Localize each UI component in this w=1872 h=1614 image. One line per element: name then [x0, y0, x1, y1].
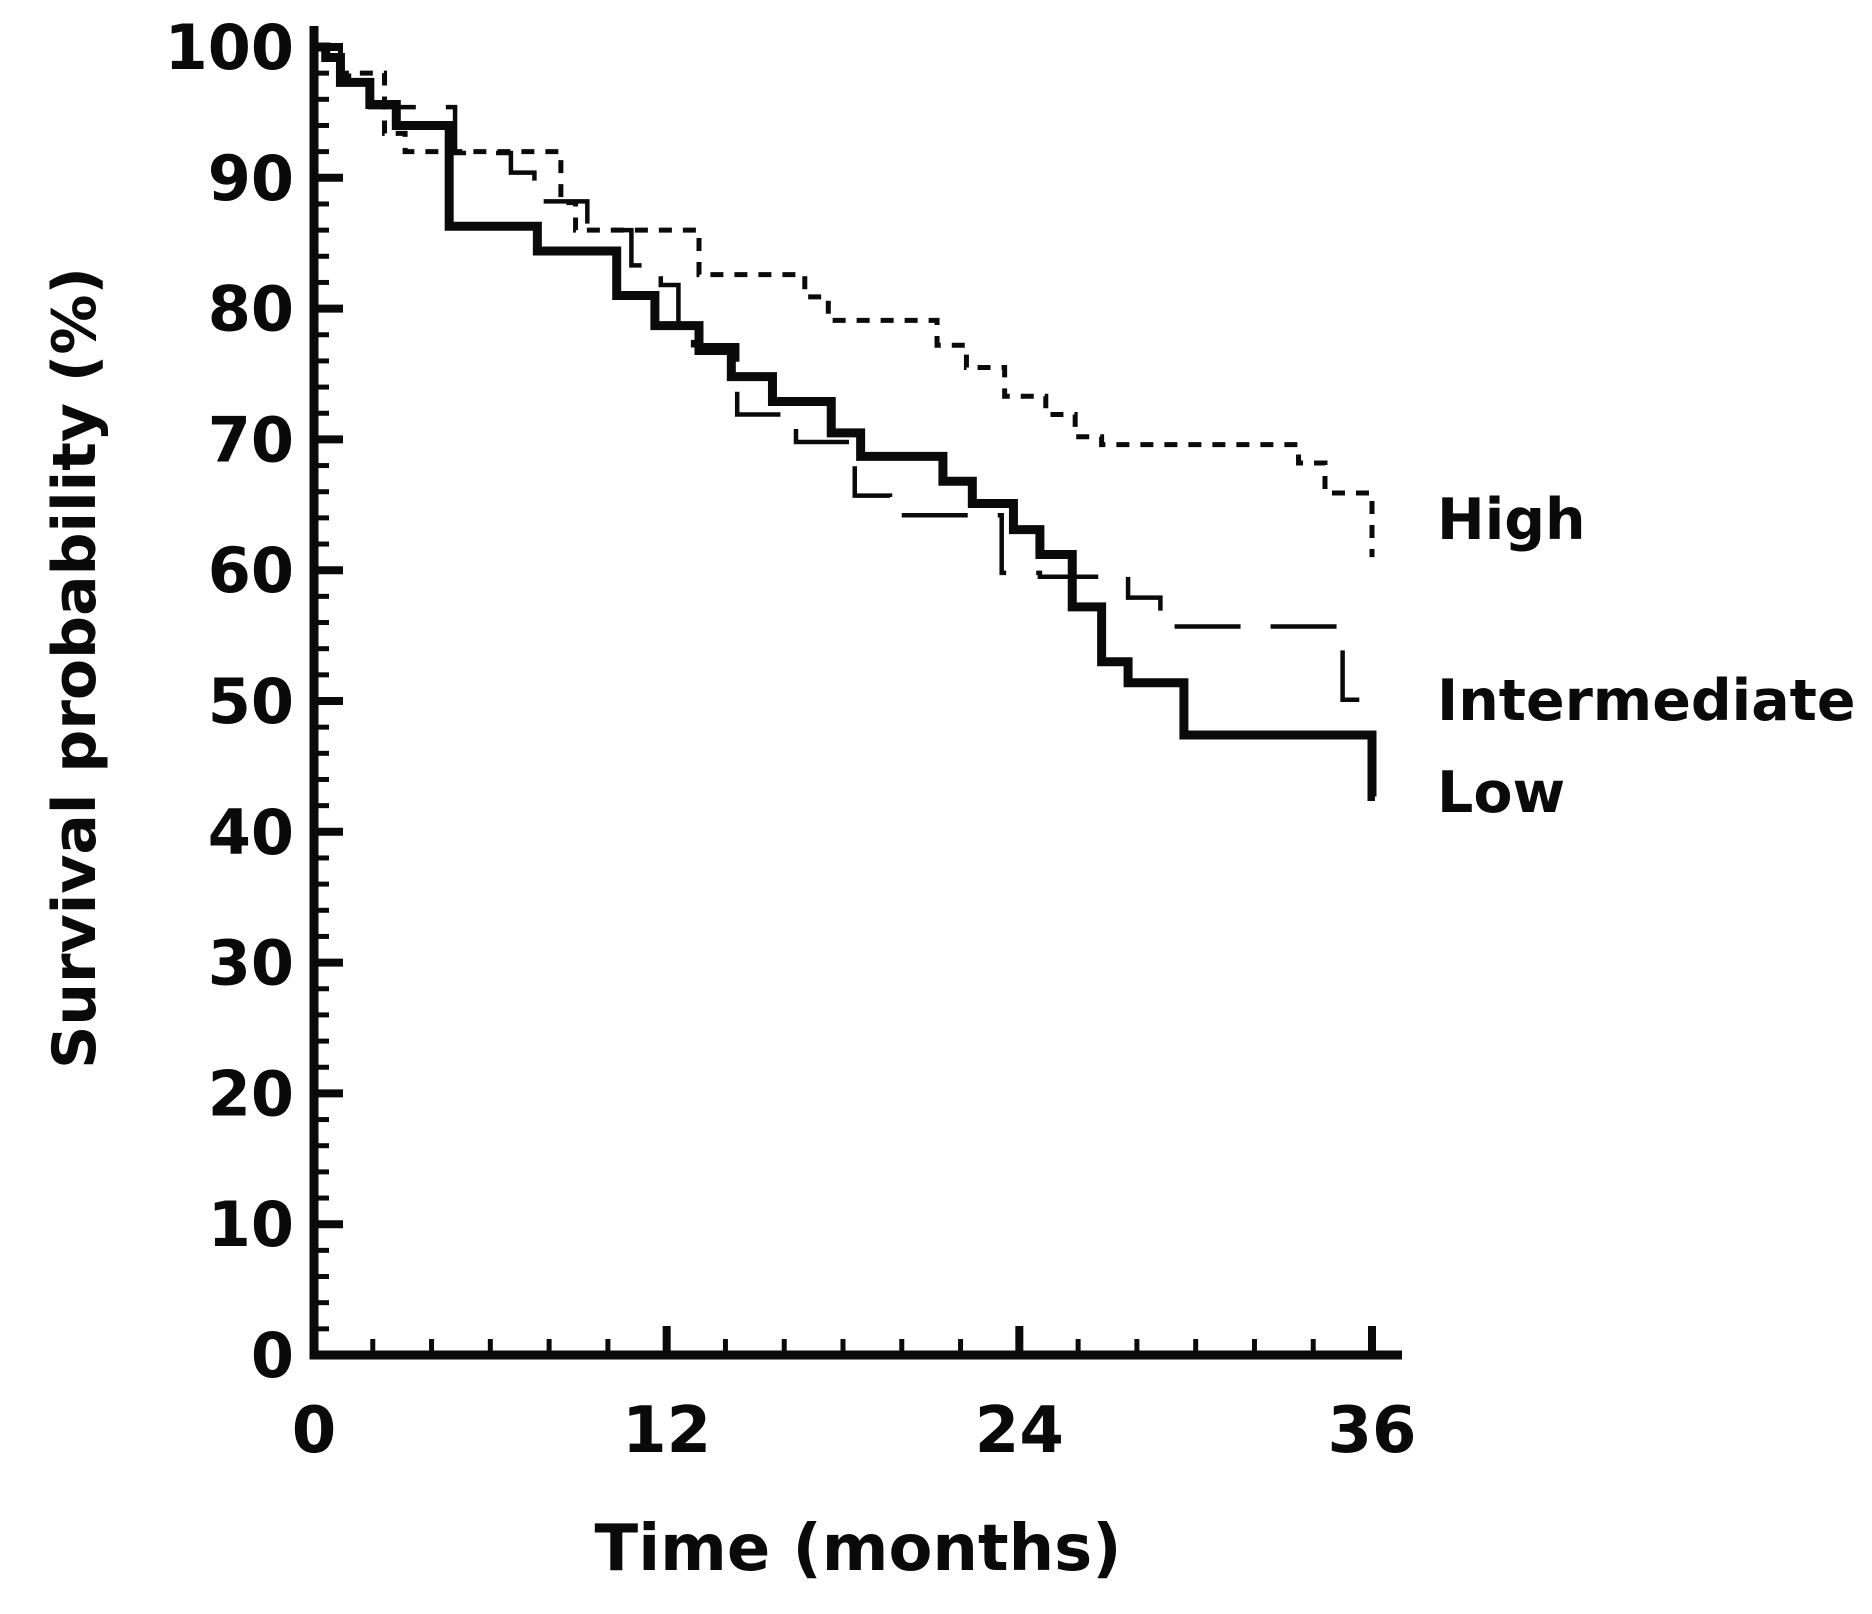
series-line-intermediate [314, 44, 1372, 702]
y-tick-label: 10 [208, 1188, 294, 1261]
y-tick-label: 60 [208, 534, 294, 607]
legend-label-high: High [1437, 487, 1586, 553]
x-tick-label: 36 [1327, 1394, 1416, 1468]
y-tick-label: 70 [208, 403, 294, 476]
series-line-high [314, 44, 1375, 558]
legend-label-low: Low [1437, 760, 1566, 826]
y-tick-label: 40 [208, 796, 294, 869]
y-tick-label: 30 [208, 927, 294, 1000]
y-tick-label: 0 [251, 1319, 294, 1392]
x-tick-label: 0 [292, 1394, 337, 1468]
y-tick-label: 80 [208, 273, 294, 346]
y-axis-title: Survival probability (%) [40, 267, 110, 1069]
x-tick-label: 12 [622, 1394, 711, 1468]
y-tick-label: 90 [208, 142, 294, 215]
y-tick-label: 50 [208, 665, 294, 738]
legend-label-intermediate: Intermediate [1437, 668, 1856, 734]
x-tick-label: 24 [975, 1394, 1064, 1468]
x-axis-title: Time (months) [594, 1512, 1122, 1586]
y-tick-label: 20 [208, 1057, 294, 1130]
series-line-low [314, 42, 1377, 801]
y-tick-label: 100 [165, 11, 294, 84]
